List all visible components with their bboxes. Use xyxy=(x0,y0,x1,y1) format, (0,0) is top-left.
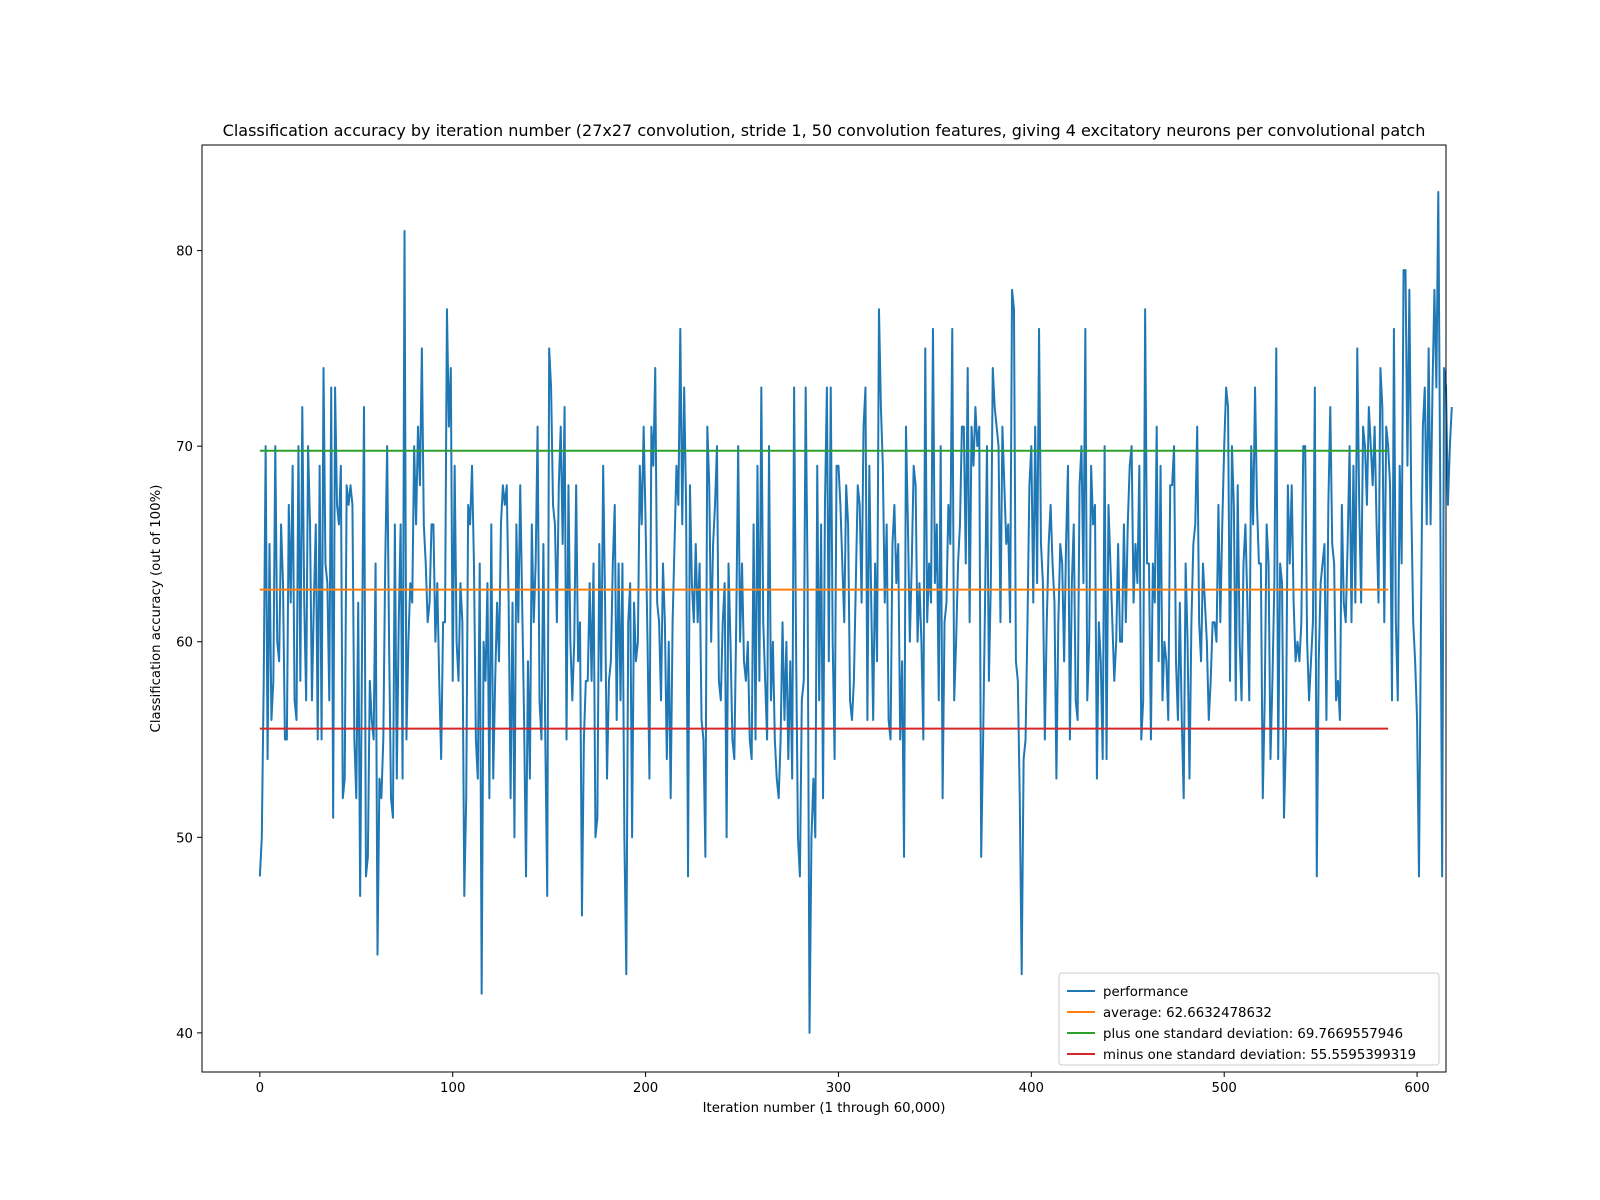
y-axis-label: Classification accuracy (out of 100%) xyxy=(149,485,164,733)
y-tick-label: 70 xyxy=(176,440,193,455)
x-tick-label: 300 xyxy=(826,1081,851,1096)
x-tick-label: 600 xyxy=(1404,1081,1429,1096)
y-axis: 40 50 60 70 80 xyxy=(176,245,202,1042)
legend-entry-1: average: 62.6632478632 xyxy=(1103,1006,1272,1021)
y-tick-label: 50 xyxy=(176,831,193,846)
axes-frame xyxy=(201,144,1447,1073)
x-tick-label: 0 xyxy=(256,1081,264,1096)
y-tick-label: 80 xyxy=(176,245,193,260)
legend: performance average: 62.6632478632 plus on… xyxy=(1058,972,1440,1066)
legend-entry-2: plus one standard deviation: 69.76695579… xyxy=(1103,1027,1403,1042)
x-tick-label: 200 xyxy=(633,1081,658,1096)
x-tick-label: 400 xyxy=(1019,1081,1044,1096)
x-tick-label: 100 xyxy=(440,1081,465,1096)
y-tick-label: 60 xyxy=(176,636,193,651)
legend-entry-3: minus one standard deviation: 55.5595399… xyxy=(1103,1048,1416,1063)
x-axis: 0 100 200 300 400 500 600 xyxy=(256,1072,1430,1096)
series-layer xyxy=(258,190,1453,1034)
legend-entry-0: performance xyxy=(1103,985,1188,1000)
chart-title: Classification accuracy by iteration num… xyxy=(223,121,1426,140)
x-axis-label: Iteration number (1 through 60,000) xyxy=(703,1101,946,1116)
x-tick-label: 500 xyxy=(1212,1081,1237,1096)
y-tick-label: 40 xyxy=(176,1027,193,1042)
legend-box xyxy=(1058,972,1440,1066)
series-line-0 xyxy=(258,190,1453,1034)
